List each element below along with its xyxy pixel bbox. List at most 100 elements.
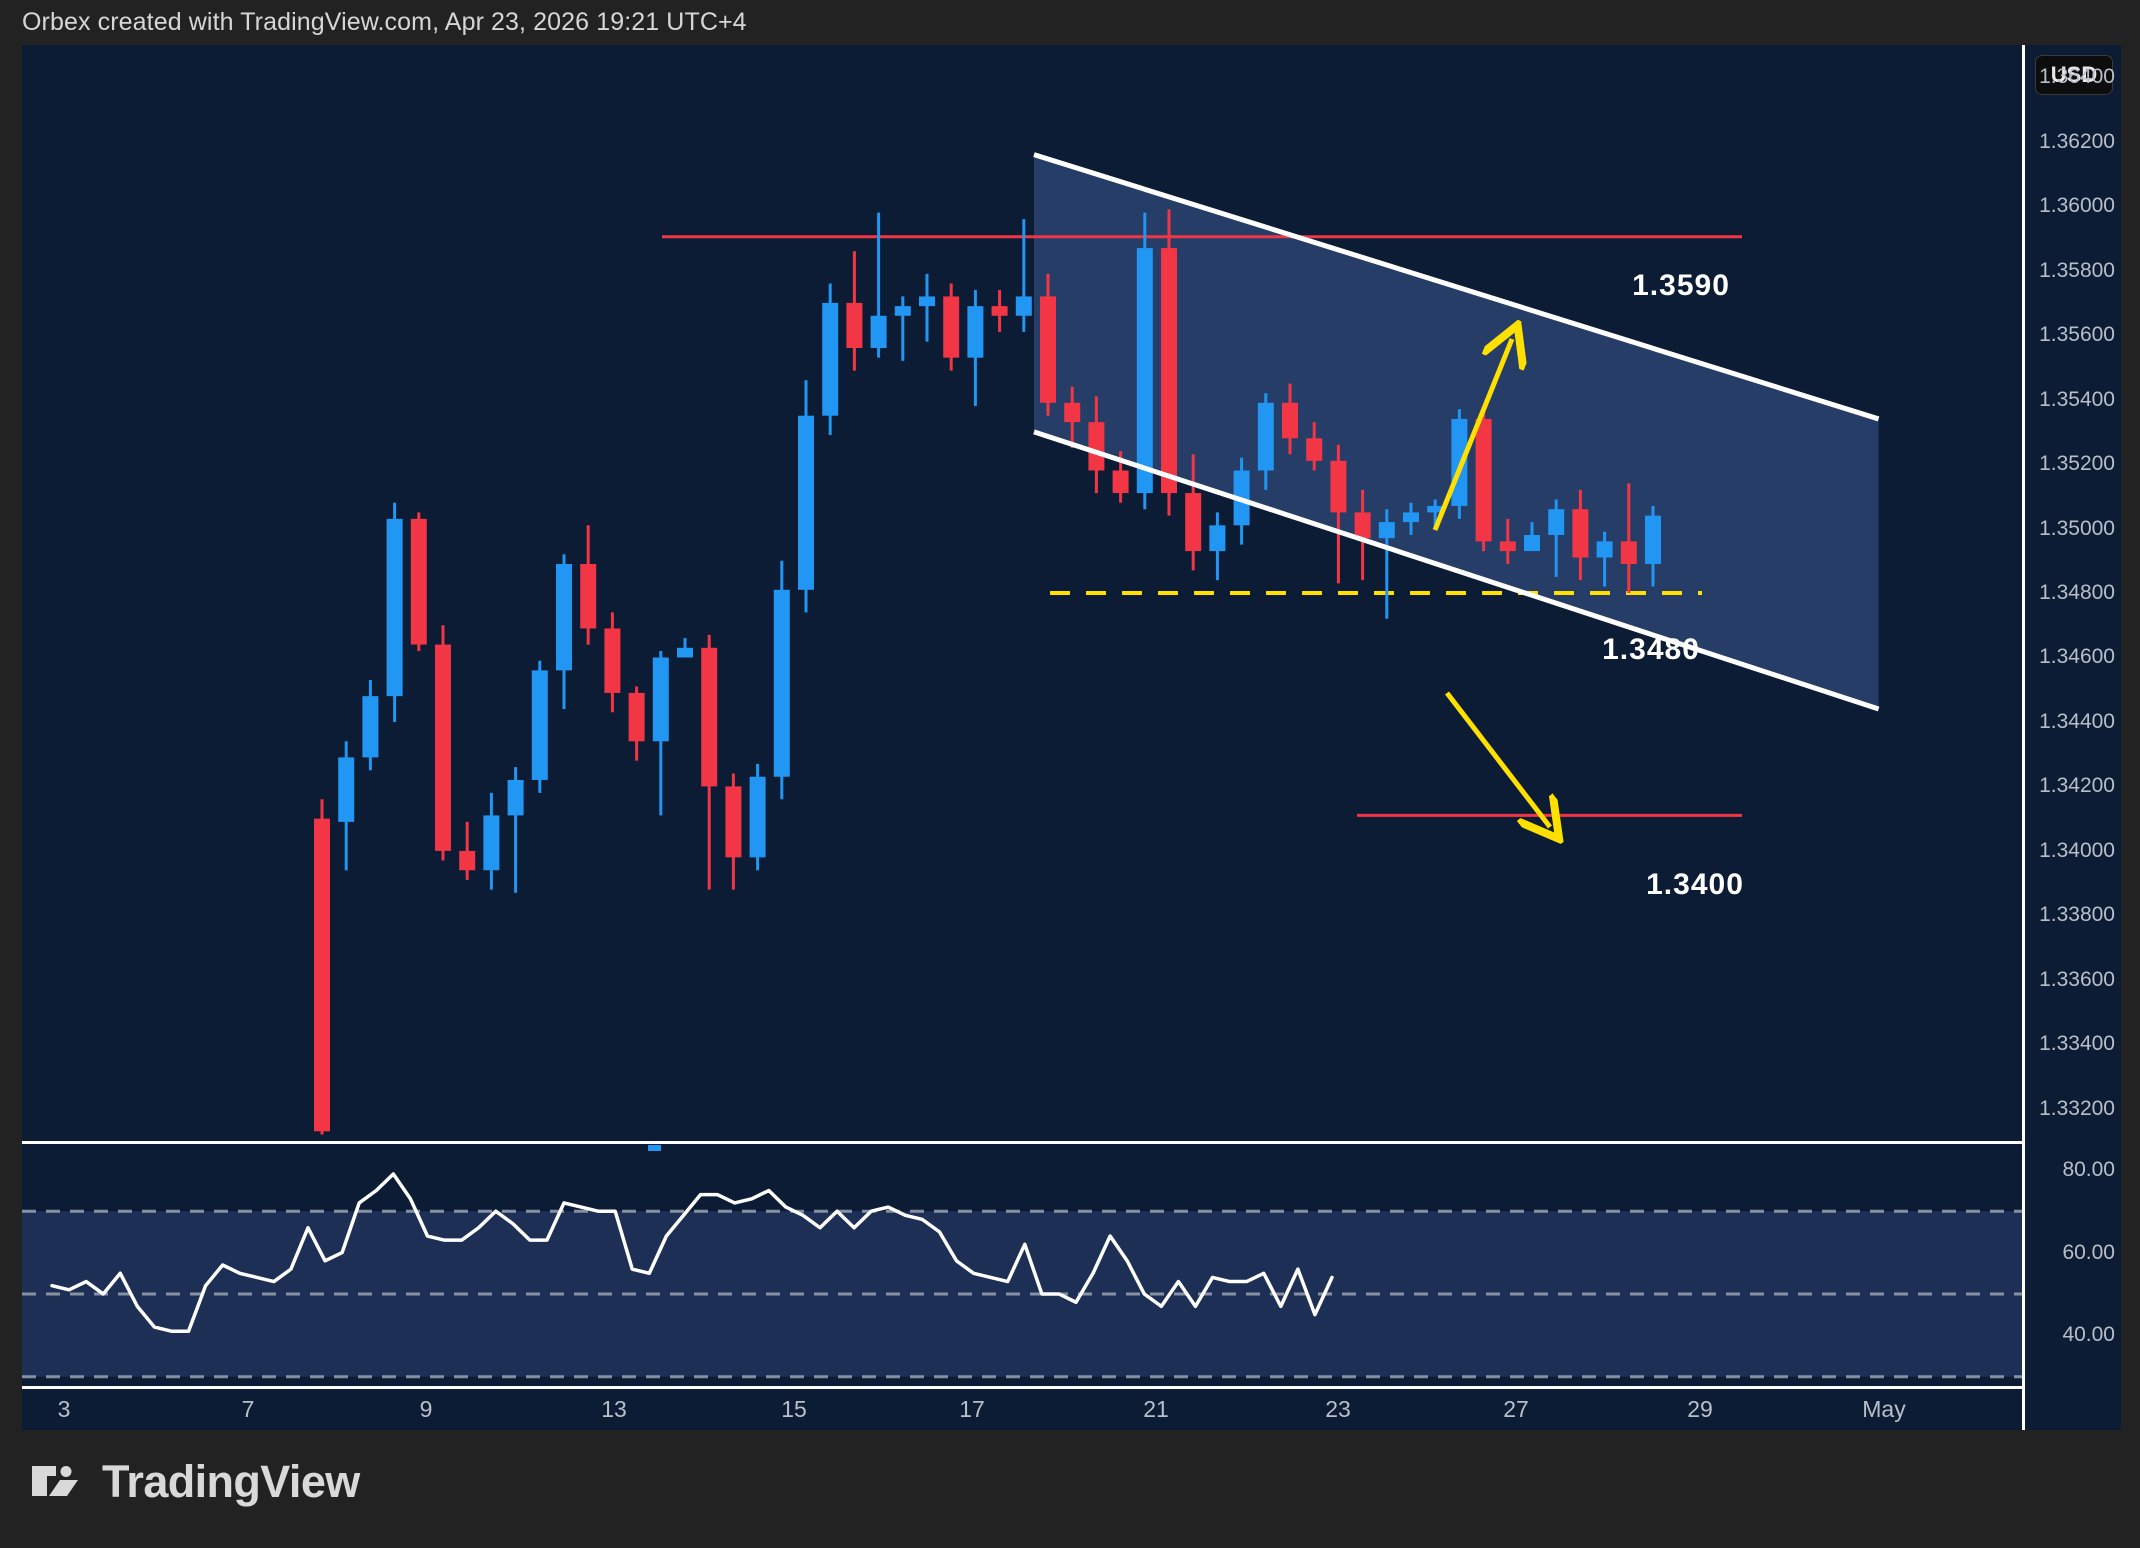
candle-body [314, 818, 330, 1132]
candle-body [1040, 296, 1056, 403]
candle-body [1064, 402, 1081, 423]
resistance-price-label: 1.3590 [1632, 269, 1730, 302]
candle [967, 289, 984, 407]
price-pane[interactable]: 1.3590 1.3480 1.3400 [22, 45, 2022, 1141]
candle-body [1015, 296, 1032, 316]
candle [556, 554, 572, 710]
candle [1330, 444, 1347, 584]
candle [894, 296, 911, 361]
candle [483, 792, 500, 890]
candle-body [1548, 509, 1565, 535]
candle [1088, 396, 1105, 494]
candle [919, 273, 935, 342]
candle-body [870, 315, 887, 349]
pane-separator-bottom [22, 1386, 2022, 1389]
candle [531, 660, 548, 793]
candle [1572, 489, 1589, 581]
candle [1282, 383, 1298, 455]
candle [1499, 518, 1516, 564]
candle [1524, 522, 1540, 552]
candle [725, 773, 742, 890]
tradingview-wordmark: TradingView [102, 1456, 360, 1507]
candle [1378, 509, 1395, 619]
candle [386, 502, 403, 722]
candle-body [1136, 248, 1153, 494]
candle-body [919, 296, 935, 307]
header-bar: Orbex created with TradingView.com, Apr … [0, 0, 2140, 45]
bearish-breakdown-arrow [1445, 691, 1550, 827]
candle-body [1427, 505, 1444, 513]
price-tick-label: 1.33400 [2039, 1032, 2115, 1056]
price-scale[interactable]: USD 1.36400 1.36200 1.36000 1.35800 1.35600 1… [2022, 45, 2121, 1430]
candle [338, 741, 355, 871]
candle [870, 212, 887, 358]
candle [773, 560, 790, 800]
candle [1548, 499, 1565, 577]
candle [1354, 489, 1371, 581]
price-tick-label: 1.34800 [2039, 581, 2115, 604]
support-price-label: 1.3400 [1646, 868, 1744, 901]
rsi-overlap-artifact [648, 1145, 661, 1151]
candle-body [1620, 541, 1637, 564]
price-tick-label: 1.34000 [2039, 838, 2115, 862]
candle [798, 380, 814, 613]
candle [410, 512, 427, 652]
candle [507, 767, 524, 893]
bullish-breakout-arrow [1432, 339, 1512, 531]
candle-body [1475, 418, 1492, 542]
price-tick-label: 1.36200 [2039, 129, 2115, 153]
candle-body [943, 296, 960, 358]
price-tick-label: 1.34400 [2039, 709, 2115, 733]
candle-body [677, 647, 693, 658]
rsi-line [50, 1172, 1334, 1333]
candle-body [1524, 534, 1540, 552]
candle [846, 251, 863, 371]
candle-body [435, 644, 451, 851]
rsi-pane[interactable] [22, 1145, 2022, 1385]
candle-body [749, 776, 766, 858]
candle-body [725, 786, 742, 858]
candle-body [580, 563, 597, 629]
currency-badge[interactable]: USD [2035, 55, 2113, 95]
candle-body [410, 518, 427, 645]
rsi-chart-svg [22, 1145, 2022, 1379]
candle-body [1088, 422, 1105, 471]
time-tick-label: 15 [781, 1396, 807, 1422]
time-tick-label: 3 [57, 1396, 71, 1422]
footer-bar: TradingView [0, 1430, 2140, 1548]
candle-body [1282, 402, 1298, 439]
candle [604, 612, 621, 713]
candle [1620, 483, 1637, 593]
tradingview-logo-icon [32, 1466, 78, 1496]
candle [1185, 454, 1202, 571]
time-tick-label: 21 [1143, 1396, 1169, 1422]
candle [991, 289, 1008, 332]
time-tick-label: 29 [1687, 1396, 1713, 1422]
pivot-price-label: 1.3480 [1602, 633, 1700, 666]
candle-body [1112, 470, 1129, 494]
candle-body [362, 696, 379, 758]
candle-body [1330, 460, 1347, 513]
time-tick-label: 7 [241, 1396, 255, 1422]
candle-body [1572, 509, 1589, 558]
candle-body [798, 415, 814, 590]
rsi-tick-label: 60.00 [2062, 1240, 2115, 1264]
candle-body [531, 670, 548, 780]
price-tick-label: 1.33800 [2039, 903, 2115, 927]
candle-body [338, 757, 355, 822]
candle-body [1185, 493, 1202, 552]
time-tick-label: 9 [419, 1396, 433, 1422]
candle [1136, 212, 1153, 510]
time-tick-label: 13 [601, 1396, 627, 1422]
candle [943, 283, 960, 371]
candle-body [991, 306, 1008, 316]
channel-lower-line [1033, 429, 1880, 712]
candle-body [652, 657, 669, 742]
candle [1645, 505, 1661, 587]
candle [628, 686, 645, 761]
channel-upper-line [1033, 152, 1880, 422]
candle-body [604, 628, 621, 693]
price-tick-label: 1.35800 [2039, 258, 2115, 282]
time-axis[interactable]: 3 7 9 13 15 17 21 23 27 29 May [22, 1390, 2022, 1430]
